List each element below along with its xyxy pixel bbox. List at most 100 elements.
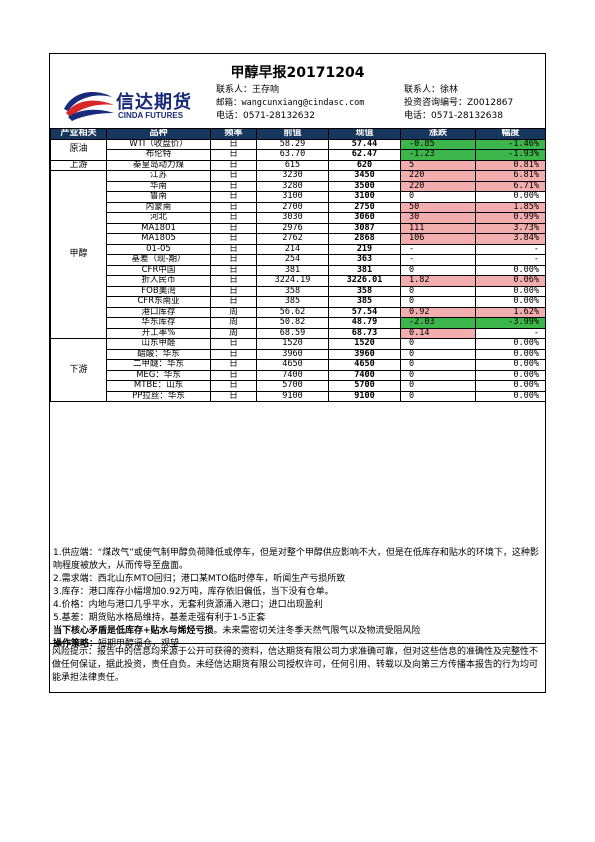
frequency-cell: 日: [210, 191, 257, 203]
change-cell: 106: [400, 233, 476, 245]
percent-change-cell: 0.06%: [475, 275, 546, 287]
change-cell: 0.14: [400, 327, 476, 339]
current-value-cell: 3060: [328, 212, 401, 224]
header-cell: 现值: [328, 128, 401, 140]
table-row: 醋酸：华东日 3960 3960 0 0.00%: [51, 348, 546, 360]
change-cell: 0: [400, 338, 476, 350]
frequency-cell: 日: [210, 138, 257, 150]
percent-change-cell: 0.00%: [475, 285, 546, 297]
change-cell: 50: [400, 201, 476, 213]
percent-change-cell: 0.00%: [475, 264, 546, 276]
table-row: 下游 山东甲醛日 1520 1520 0 0.00%: [50, 338, 546, 402]
product-cell: MEG：华东: [106, 369, 211, 381]
previous-value-cell: 358: [256, 285, 329, 297]
table-row: 河北日 3030 3060 30 0.99%: [51, 212, 546, 224]
previous-value-cell: 615: [256, 159, 329, 171]
product-cell: 折人民币: [106, 275, 211, 287]
table-row: 华东库存周 50.82 48.79 -2.03 -3.99%: [51, 317, 546, 329]
percent-change-cell: 0.00%: [475, 380, 546, 392]
percent-change-cell: 0.00%: [475, 369, 546, 381]
header-cell: 品种: [106, 128, 211, 140]
price-table: 产业相关 品种 频率 前值 现值 涨跌 幅度 原油 WTI（收盘价）日 58.29 5…: [50, 128, 546, 402]
change-cell: 5: [400, 159, 476, 171]
table-row: 甲醇 江苏日 3230 3450 220 6.81%: [50, 170, 546, 339]
percent-change-cell: -: [475, 254, 546, 266]
note-strategy: 操作策略：短期甲醇逼仓，观望: [53, 638, 542, 651]
product-cell: MTBE：山东: [106, 380, 211, 392]
category-cell: 下游: [50, 338, 107, 402]
previous-value-cell: 7400: [256, 369, 329, 381]
strategy-label: 操作策略：: [53, 639, 99, 649]
table-row: FOB美湾日 358 358 0 0.00%: [51, 285, 546, 297]
frequency-cell: 日: [210, 380, 257, 392]
category-cell: 上游: [50, 159, 107, 171]
previous-value-cell: 214: [256, 243, 329, 255]
frequency-cell: 周: [210, 306, 257, 318]
previous-value-cell: 3960: [256, 348, 329, 360]
contact-email[interactable]: 邮箱：wangcunxiang@cindasc.com: [216, 98, 365, 108]
header-cell: 产业相关: [50, 128, 107, 140]
current-value-cell: 3450: [328, 170, 401, 182]
frequency-cell: 日: [210, 296, 257, 308]
current-value-cell: 57.44: [328, 138, 401, 150]
table-row: MA1805 日 2762 2868 106 3.84%: [51, 233, 546, 245]
frequency-cell: 日: [210, 390, 257, 402]
report-frame: 甲醇早报20171204 信达期货 CINDA FUTURES 联系人：王存响 …: [49, 53, 546, 693]
current-value-cell: 2868: [328, 233, 401, 245]
percent-change-cell: 0.81%: [475, 159, 546, 171]
change-cell: 0: [400, 191, 476, 203]
change-cell: 0: [400, 390, 476, 402]
note-supply: 1.供应端：“煤改气”或使气制甲醇负荷降低或停车，但是对整个甲醇供应影响不大，但…: [53, 548, 539, 571]
current-value-cell: 7400: [328, 369, 401, 381]
previous-value-cell: 58.29: [256, 138, 329, 150]
contact-name: 联系人：王存响: [216, 85, 280, 95]
product-cell: 鲁南: [106, 191, 211, 203]
previous-value-cell: 3230: [256, 170, 329, 182]
previous-value-cell: 2762: [256, 233, 329, 245]
core-rest: 。未来需密切关注冬季天然气限气以及物流受阻风险: [213, 626, 421, 636]
frequency-cell: 日: [210, 159, 257, 171]
current-value-cell: 68.73: [328, 327, 401, 339]
previous-value-cell: 3224.19: [256, 275, 329, 287]
percent-change-cell: 1.85%: [475, 201, 546, 213]
contact-phone: 电话：0571-28132638: [404, 111, 503, 121]
table-row: 折人民币日 3224.19 3226.01 1.82 0.06%: [51, 275, 546, 287]
current-value-cell: 219: [328, 243, 401, 255]
table-row: MEG：华东日 7400 7400 0 0.00%: [51, 369, 546, 381]
product-cell: 华南: [106, 180, 211, 192]
frequency-cell: 日: [210, 149, 257, 161]
current-value-cell: 57.54: [328, 306, 401, 318]
change-cell: 220: [400, 170, 476, 182]
table-row: PP拉丝：华东日 9100 9100 0 0.00%: [51, 390, 546, 402]
product-cell: MA1801: [106, 222, 211, 234]
percent-change-cell: 0.00%: [475, 390, 546, 402]
product-cell: CFR中国: [106, 264, 211, 276]
change-cell: 0: [400, 359, 476, 371]
risk-disclaimer: 风险提示：报告中的信息均来源于公开可获得的资料，信达期货有限公司力求准确可靠，但…: [49, 643, 546, 693]
percent-change-cell: 6.81%: [475, 170, 546, 182]
note-basis: 5.基差：期货贴水格局维持，基差走强有利于1-5正套: [53, 613, 266, 623]
product-cell: WTI（收盘价）: [106, 138, 211, 150]
frequency-cell: 日: [210, 201, 257, 213]
cinda-logo: 信达期货 CINDA FUTURES: [60, 87, 210, 127]
table-row: 港口库存周 56.62 57.54 0.92 1.62%: [51, 306, 546, 318]
change-cell: 0: [400, 348, 476, 360]
frequency-cell: 日: [210, 369, 257, 381]
frequency-cell: 日: [210, 180, 257, 192]
percent-change-cell: 0.00%: [475, 296, 546, 308]
change-cell: 111: [400, 222, 476, 234]
strategy-text: 短期甲醇逼仓，观望: [98, 639, 180, 649]
percent-change-cell: 0.99%: [475, 212, 546, 224]
contact-right: 联系人：徐林 投资咨询编号：Z0012867 电话：0571-28132638: [404, 84, 513, 123]
percent-change-cell: -1.46%: [475, 138, 546, 150]
current-value-cell: 620: [328, 159, 401, 171]
percent-change-cell: -3.99%: [475, 317, 546, 329]
previous-value-cell: 1520: [256, 338, 329, 350]
contact-license: 投资咨询编号：Z0012867: [404, 98, 514, 108]
percent-change-cell: 6.71%: [475, 180, 546, 192]
previous-value-cell: 56.62: [256, 306, 329, 318]
table-header-row: 产业相关 品种 频率 前值 现值 涨跌 幅度: [50, 128, 546, 140]
note-price: 4.价格：内地与港口几乎平水，无套利货源涌入港口；进口出现盈利: [53, 600, 323, 610]
contact-left: 联系人：王存响 邮箱：wangcunxiang@cindasc.com 电话：0…: [216, 84, 364, 123]
frequency-cell: 日: [210, 222, 257, 234]
